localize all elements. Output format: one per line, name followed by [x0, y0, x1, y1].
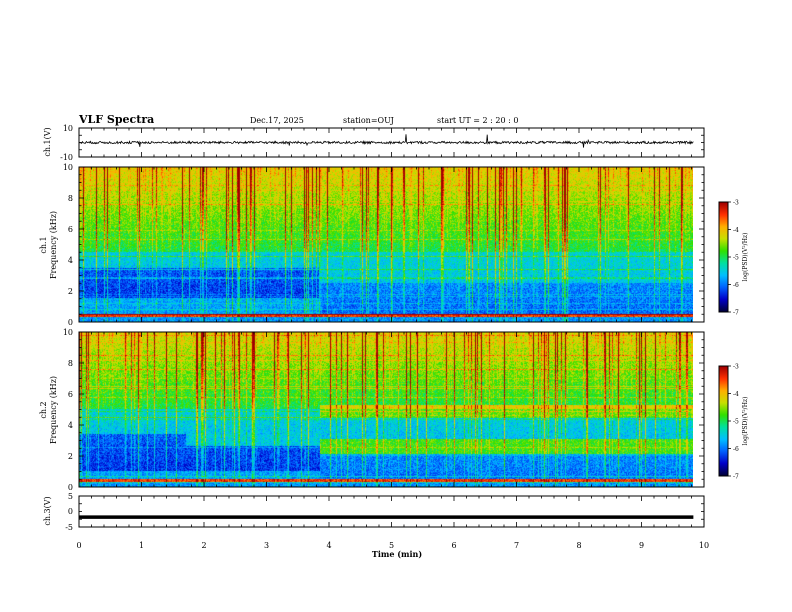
ch1-ytick-bottom: -10 [60, 153, 73, 162]
ch1-ytick-label: 4 [68, 256, 73, 265]
ch1-waveform-ylabel: ch.1(V) [43, 127, 52, 156]
x-tick-label: 8 [576, 541, 581, 550]
ch1-spectrogram-ylabel-frequency: Frequency (kHz) [49, 211, 58, 279]
ch1-waveform-line [78, 134, 694, 148]
ch3-ytick-top: 5 [68, 492, 73, 501]
ch1-spectrogram-panel: 0 2 4 6 8 10 ch.1 Frequency (kHz) [39, 163, 705, 327]
x-tick-label: 4 [326, 541, 331, 550]
ch2-colorbar-tick-label: -7 [733, 474, 739, 481]
x-tick-label: 10 [699, 541, 709, 550]
time-axis: 0 1 2 3 4 5 6 7 8 9 10 [76, 127, 709, 550]
date-label: Dec.17, 2025 [250, 116, 304, 125]
ch1-colorbar-tick-label: -3 [733, 200, 739, 207]
figure-title: VLF Spectra [78, 113, 154, 126]
x-tick-label: 7 [514, 541, 519, 550]
ch2-colorbar-label: log(PSD)(V²/Hz) [742, 397, 749, 446]
start-time-label: start UT = 2 : 20 : 0 [437, 116, 518, 125]
ch2-ytick-label: 2 [68, 452, 73, 461]
ch3-waveform-panel: 5 0 -5 ch.3(V) [43, 492, 705, 532]
ch3-ytick-middle: 0 [68, 507, 73, 516]
ch2-spectrogram-panel: 0 2 4 6 8 10 ch.2 Frequency (kHz) [39, 328, 705, 492]
ch1-colorbar-tick-label: -6 [733, 282, 739, 289]
x-tick-label: 0 [76, 541, 81, 550]
x-tick-label: 9 [639, 541, 644, 550]
station-label: station=OUJ [343, 116, 394, 125]
ch2-colorbar-tick-label: -3 [733, 364, 739, 371]
ch1-waveform-panel: 10 -10 ch.1(V) [43, 124, 705, 162]
ch2-ytick-label: 0 [68, 483, 73, 492]
ch2-spectrogram-ylabel-frequency: Frequency (kHz) [49, 376, 58, 444]
x-tick-label: 3 [264, 541, 269, 550]
ch2-colorbar: -3 -4 -5 -6 -7 log(PSD)(V²/Hz) [718, 364, 749, 481]
ch1-colorbar-tick-label: -4 [733, 227, 739, 234]
ch2-spectrogram-ylabel-channel: ch.2 [39, 401, 48, 418]
ch1-ytick-top: 10 [63, 124, 73, 133]
x-tick-label: 6 [451, 541, 456, 550]
ch1-spectrogram-image [79, 167, 693, 322]
ch2-ytick-label: 6 [68, 390, 73, 399]
ch1-colorbar: -3 -4 -5 -6 -7 log(PSD)(V²/Hz) [718, 200, 749, 317]
ch1-ytick-label: 10 [63, 163, 73, 172]
ch1-colorbar-tick-label: -7 [733, 310, 739, 317]
x-axis-label: Time (min) [372, 549, 422, 559]
ch2-colorbar-tick-label: -5 [733, 419, 739, 426]
ch3-waveform-ylabel: ch.3(V) [43, 496, 52, 525]
ch2-ytick-label: 8 [68, 359, 73, 368]
ch2-ytick-label: 4 [68, 421, 73, 430]
ch2-ytick-label: 10 [63, 328, 73, 337]
x-tick-label: 2 [201, 541, 206, 550]
ch1-ytick-label: 8 [68, 194, 73, 203]
ch1-spectrogram-ylabel-channel: ch.1 [39, 236, 48, 253]
ch2-colorbar-tick-label: -6 [733, 446, 739, 453]
ch1-ytick-label: 0 [68, 318, 73, 327]
ch1-ytick-label: 6 [68, 225, 73, 234]
ch2-spectrogram-image [79, 332, 693, 487]
x-tick-label: 5 [389, 541, 394, 550]
ch2-colorbar-tick-label: -4 [733, 391, 739, 398]
ch1-colorbar-label: log(PSD)(V²/Hz) [742, 233, 749, 282]
x-tick-label: 1 [139, 541, 144, 550]
ch1-colorbar-tick-label: -5 [733, 255, 739, 262]
ch3-ytick-bottom: -5 [65, 523, 73, 532]
ch1-ytick-label: 2 [68, 287, 73, 296]
